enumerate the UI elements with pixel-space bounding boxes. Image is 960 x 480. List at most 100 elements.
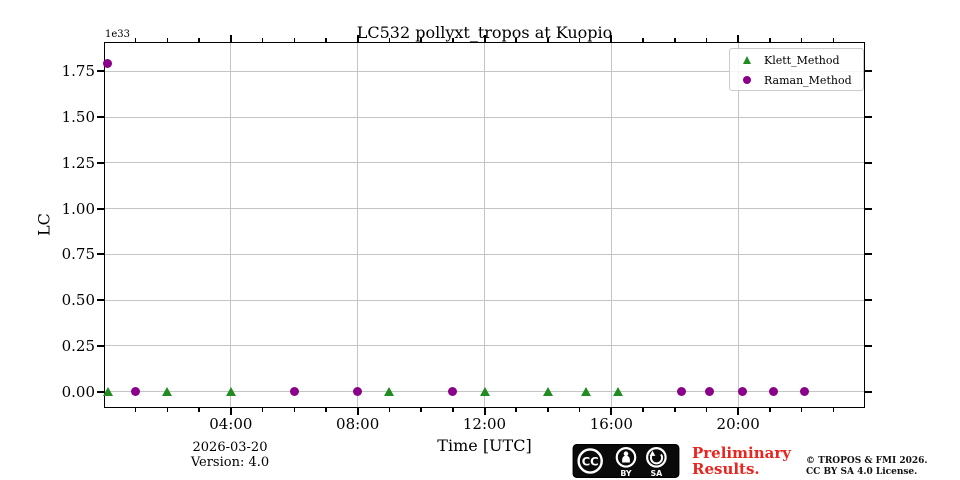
y-major-tick-left — [97, 161, 104, 164]
x-tick-label: 20:00 — [716, 415, 760, 433]
copyright-note: © TROPOS & FMI 2026. CC BY SA 4.0 Licens… — [806, 456, 928, 477]
x-minor-tick-bottom — [293, 408, 295, 412]
raman-circle-icon — [730, 76, 764, 84]
x-minor-tick-bottom — [547, 408, 549, 412]
data-point-klett_method — [102, 387, 113, 397]
data-point-klett_method — [384, 387, 395, 397]
x-minor-tick-top — [515, 38, 517, 42]
x-minor-tick-bottom — [452, 408, 454, 412]
y-major-tick-right — [865, 70, 872, 73]
x-minor-tick-top — [800, 38, 803, 42]
measurement-date: 2026-03-20 — [192, 440, 268, 455]
x-minor-tick-top — [325, 38, 327, 42]
x-minor-tick-top — [642, 38, 644, 42]
x-minor-tick-top — [134, 38, 137, 42]
y-major-tick-right — [865, 161, 872, 164]
x-minor-tick-bottom — [642, 408, 644, 412]
x-minor-tick-top — [388, 38, 391, 42]
x-minor-tick-top — [261, 38, 264, 42]
y-tick-label: 0.75 — [61, 245, 95, 264]
y-tick-label: 0.00 — [61, 382, 95, 401]
svg-text:SA: SA — [650, 469, 663, 478]
data-point-klett_method — [580, 387, 591, 397]
klett-triangle-icon — [730, 56, 764, 64]
x-major-tick-top — [737, 35, 740, 42]
x-tick-label: 04:00 — [209, 415, 253, 433]
x-minor-tick-bottom — [388, 408, 391, 412]
x-major-tick-top — [356, 35, 359, 42]
x-gridline — [737, 42, 739, 408]
x-minor-tick-top — [166, 38, 169, 42]
x-axis-label: Time [UTC] — [437, 436, 532, 455]
x-minor-tick-bottom — [166, 408, 169, 412]
x-gridline — [357, 42, 359, 408]
x-minor-tick-bottom — [261, 408, 264, 412]
x-major-tick-bottom — [229, 408, 232, 415]
x-minor-tick-bottom — [705, 408, 708, 412]
y-major-tick-left — [97, 70, 104, 73]
data-point-raman_method — [676, 387, 686, 397]
y-tick-label: 1.00 — [61, 199, 95, 218]
y-major-tick-right — [865, 116, 872, 119]
x-minor-tick-bottom — [515, 408, 517, 412]
data-point-klett_method — [479, 387, 490, 397]
x-major-tick-top — [610, 35, 613, 42]
data-point-raman_method — [448, 387, 458, 397]
y-major-tick-left — [97, 390, 104, 393]
x-minor-tick-top — [452, 38, 454, 42]
svg-text:CC: CC — [582, 454, 599, 468]
legend-item-klett: Klett_Method — [730, 51, 863, 69]
x-minor-tick-top — [293, 38, 295, 42]
y-major-tick-right — [865, 253, 872, 256]
y-major-tick-right — [865, 299, 872, 302]
data-point-raman_method — [738, 387, 748, 397]
y-major-tick-right — [865, 344, 872, 347]
data-point-raman_method — [353, 387, 363, 397]
y-major-tick-left — [97, 116, 104, 119]
y-axis-offset-label: 1e33 — [105, 29, 131, 40]
data-point-raman_method — [800, 387, 810, 397]
x-minor-tick-top — [420, 38, 422, 42]
data-point-klett_method — [162, 387, 173, 397]
data-point-raman_method — [131, 387, 141, 397]
y-tick-label: 1.25 — [61, 153, 95, 172]
x-minor-tick-bottom — [198, 408, 200, 412]
x-tick-label: 08:00 — [336, 415, 380, 433]
chart-title: LC532 pollyxt_tropos at Kuopio — [356, 23, 613, 42]
x-minor-tick-top — [769, 38, 771, 42]
x-minor-tick-top — [578, 38, 581, 42]
y-major-tick-right — [865, 390, 872, 393]
x-minor-tick-bottom — [832, 408, 835, 412]
x-gridline — [230, 42, 232, 408]
svg-text:BY: BY — [620, 469, 632, 478]
x-gridline — [484, 42, 485, 408]
y-major-tick-left — [97, 207, 104, 210]
x-minor-tick-top — [547, 38, 549, 42]
y-major-tick-left — [97, 253, 104, 256]
x-tick-label: 16:00 — [589, 415, 633, 433]
x-minor-tick-bottom — [800, 408, 803, 412]
legend-label-klett: Klett_Method — [764, 53, 840, 67]
x-minor-tick-top — [832, 38, 835, 42]
x-minor-tick-top — [705, 38, 708, 42]
x-minor-tick-bottom — [769, 408, 771, 412]
x-major-tick-bottom — [610, 408, 613, 415]
y-tick-label: 0.50 — [61, 291, 95, 310]
y-major-tick-left — [97, 344, 104, 347]
x-gridline — [610, 42, 612, 408]
y-major-tick-right — [865, 207, 872, 210]
date-version-block: 2026-03-20 Version: 4.0 — [155, 440, 305, 470]
cc-by-sa-badge-icon: CC BY SA — [572, 444, 680, 478]
x-major-tick-bottom — [356, 408, 359, 415]
data-point-raman_method — [768, 387, 778, 397]
legend-label-raman: Raman_Method — [764, 73, 852, 87]
data-point-raman_method — [289, 387, 299, 397]
x-minor-tick-bottom — [420, 408, 422, 412]
data-point-raman_method — [102, 59, 112, 69]
x-minor-tick-bottom — [325, 408, 327, 412]
data-point-klett_method — [225, 387, 236, 397]
y-tick-label: 1.50 — [61, 108, 95, 127]
x-minor-tick-top — [674, 38, 676, 42]
preliminary-results-note: Preliminary Results. — [692, 444, 791, 478]
